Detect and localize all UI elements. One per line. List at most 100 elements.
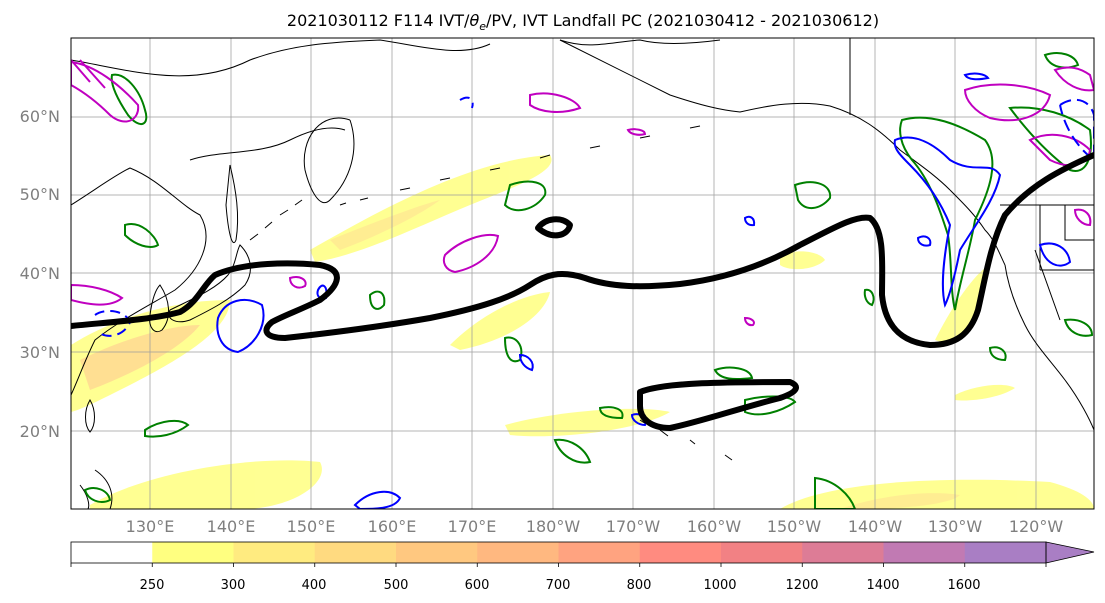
colorbar-label: 500 [384,578,409,593]
theta-e-contour [814,476,857,509]
lon-label-170e: 170°E [448,517,497,536]
coast-kuril-islands [249,199,303,241]
coast-bc [949,189,1006,266]
pv-contour [1038,242,1072,267]
colorbar-segment [558,542,641,563]
lon-label-140e: 140°E [207,517,256,536]
theta-e-contour [863,288,875,307]
coast-alaska [559,39,951,191]
theta-e-contour [110,73,148,125]
colorbar-segment [152,542,234,563]
theta-e-contour [1063,318,1094,337]
coast-okhotsk [189,127,346,161]
pv-contour [1059,98,1094,162]
colorbar-label: 600 [465,578,490,593]
ivt-region-south-west [90,460,322,509]
pv-contour [71,60,140,123]
border-states [1034,205,1094,321]
pv-contour [529,92,582,113]
pv-contour [71,283,124,306]
pv-contour [1073,208,1092,227]
pv-contour [626,128,647,136]
landfall-contour-main [71,152,1094,348]
colorbar-label: 1200 [785,578,818,593]
theta-e-contour [368,290,386,310]
pv-contour [71,59,106,89]
coast-asia-north [71,39,491,77]
coast-korea [149,284,169,333]
ivt-region-aleutian [330,200,440,250]
colorbar-segment [396,542,478,563]
colorbar-segment [964,542,1047,563]
lat-label-50: 50°N [20,185,60,204]
colorbar-ticks [70,563,1047,567]
pv-contour [916,235,932,247]
coastlines [71,38,1094,509]
lon-label-140w: 140°W [848,517,903,536]
pv-contour [963,72,990,81]
colorbar-segment [71,542,153,563]
pv-contour [743,215,756,227]
colorbar-labels: 250 300 400 500 600 700 800 1000 1200 14… [140,578,981,593]
theta-e-contour [793,181,832,209]
theta-e-contour [988,346,1007,362]
lon-label-150w: 150°W [767,517,822,536]
ivt-region-japan-core [80,325,200,390]
lon-label-160w: 160°W [687,517,742,536]
pv-contour [442,234,500,274]
coast-japan [168,244,251,323]
ivt-region-south-central [505,408,670,437]
pv-contour [893,136,1002,308]
colorbar-label: 700 [546,578,571,593]
theta-e-contours [83,52,1094,509]
colorbar-label: 1600 [947,578,980,593]
theta-e-contour [713,366,754,380]
theta-e-contour [124,223,160,248]
colorbar-segment [233,542,316,563]
lat-label-40: 40°N [20,264,60,283]
coast-us-west [1004,264,1094,431]
ivt-landfall-contour [71,152,1094,431]
colorbar-segment [477,542,559,563]
colorbar-segment [802,542,884,563]
colorbar-segments [71,542,1047,563]
coast-philippines [79,469,113,509]
lat-label-30: 30°N [20,343,60,362]
pv-contour [1028,133,1092,167]
theta-e-contour [503,180,547,212]
pv-contour [1053,66,1094,92]
lon-label-120w: 120°W [1009,517,1064,536]
pv-contour [518,353,534,372]
lon-label-180w: 180°W [526,517,581,536]
graticule [71,38,1094,509]
pv-contour [459,96,474,109]
chart-title: 2021030112 F114 IVT/θe/PV, IVT Landfall … [287,11,879,33]
colorbar-label: 800 [627,578,652,593]
coast-sakhalin [225,164,239,243]
pv-contour [963,83,1052,122]
colorbar-label: 1000 [703,578,736,593]
ivt-region-southeast [955,384,1015,401]
lon-label-150e: 150°E [287,517,336,536]
colorbar-segment [883,542,966,563]
ivt-region-central [450,292,550,350]
colorbar: 250 300 400 500 600 700 800 1000 1200 14… [70,541,1095,593]
theta-e-contour [144,419,190,438]
coast-aleutian-islands [339,125,701,206]
colorbar-label: 300 [221,578,246,593]
coast-kamchatka [303,117,355,203]
ivt-region-baja [935,268,985,345]
pv-contour [288,276,307,289]
colorbar-segment [314,542,397,563]
ivt-region-south-east-core [840,493,960,509]
landfall-contour-blob [535,216,573,239]
pv-negative-contours [71,59,1094,327]
colorbar-label: 400 [302,578,327,593]
lon-label-130w: 130°W [928,517,983,536]
theta-e-contour [1043,52,1080,69]
coast-taiwan [85,399,95,433]
lon-label-170w: 170°W [606,517,661,536]
pv-contour [216,298,265,354]
lat-labels: 60°N 50°N 40°N 30°N 20°N [20,107,60,441]
